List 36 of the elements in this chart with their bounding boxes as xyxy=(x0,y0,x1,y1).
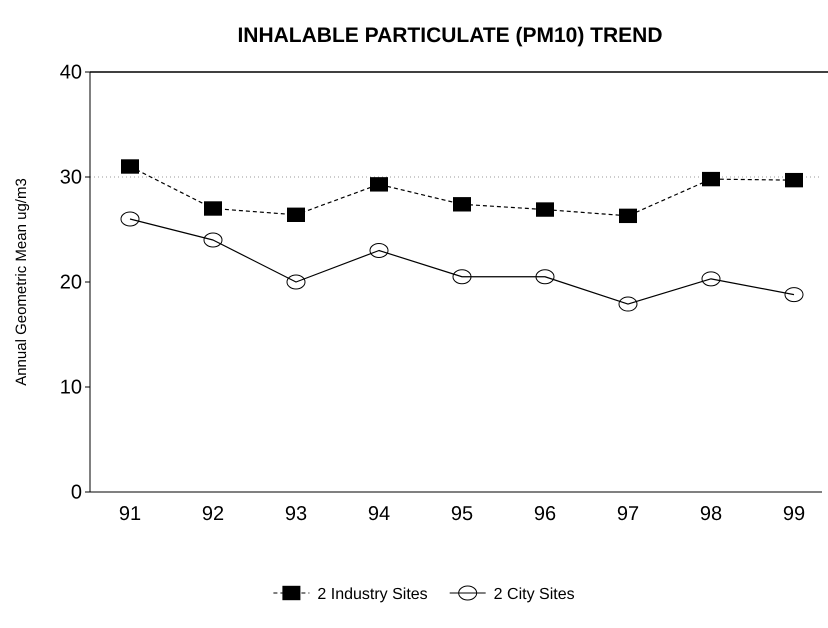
x-tick-label: 93 xyxy=(284,503,308,526)
legend-label: 2 City Sites xyxy=(494,586,575,603)
point xyxy=(785,172,803,188)
y-tick-label: 30 xyxy=(60,166,82,188)
point xyxy=(120,212,140,226)
x-tick-label: 95 xyxy=(450,503,474,526)
y-tick-label: 10 xyxy=(60,376,82,398)
y-axis-title: Annual Geometric Mean ug/m3 xyxy=(13,178,30,386)
chart-title: INHALABLE PARTICULATE (PM10) TREND xyxy=(237,24,663,47)
point xyxy=(121,159,139,174)
point xyxy=(619,208,637,224)
point xyxy=(702,271,720,286)
x-tick-label: 92 xyxy=(202,503,224,526)
point xyxy=(204,232,222,248)
x-tick-label: 99 xyxy=(782,503,806,526)
point xyxy=(536,269,554,284)
point xyxy=(370,177,388,192)
x-tick-label: 96 xyxy=(534,503,556,526)
legend-label: 2 Industry Sites xyxy=(317,586,428,603)
y-tick-label: 20 xyxy=(60,271,82,294)
point xyxy=(784,287,804,302)
x-tick-label: 94 xyxy=(368,503,390,526)
point xyxy=(287,208,305,222)
point xyxy=(536,202,554,217)
point xyxy=(453,197,471,212)
x-tick-label: 91 xyxy=(118,503,142,526)
y-tick-label: 40 xyxy=(60,61,82,84)
point xyxy=(286,274,306,290)
y-tick-label: 0 xyxy=(70,481,82,504)
x-tick-label: 98 xyxy=(700,503,722,526)
point xyxy=(618,296,638,312)
point xyxy=(370,243,388,258)
x-tick-label: 97 xyxy=(616,503,640,526)
point xyxy=(702,172,720,186)
point xyxy=(452,269,472,284)
point xyxy=(204,201,222,216)
